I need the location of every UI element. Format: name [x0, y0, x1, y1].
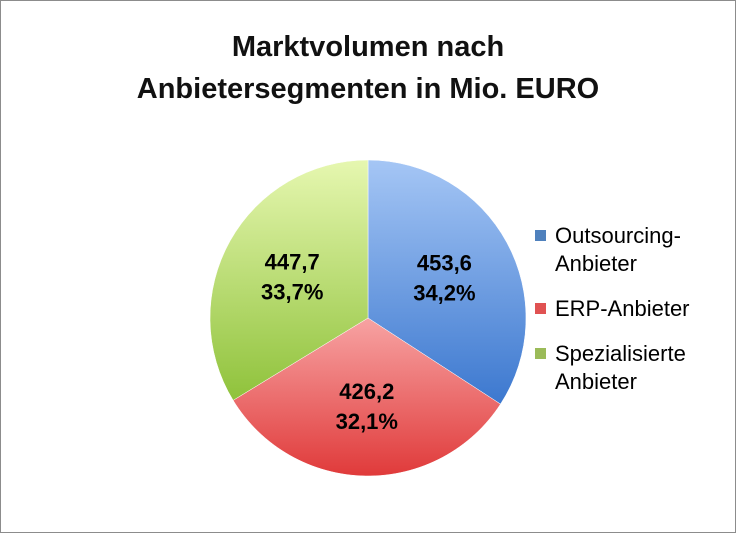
legend-label-spezialisierte: Spezialisierte Anbieter: [555, 341, 686, 394]
pie-slice-spezialisierte: [209, 159, 369, 401]
legend-item-outsourcing: Outsourcing- Anbieter: [535, 222, 735, 278]
legend-item-erp: ERP-Anbieter: [535, 295, 735, 323]
legend-swatch-outsourcing: [535, 230, 546, 241]
pie-slice-outsourcing: [367, 159, 527, 405]
legend-swatch-erp: [535, 303, 546, 314]
chart-legend: Outsourcing- Anbieter ERP-Anbieter Spezi…: [535, 222, 735, 413]
legend-item-spezialisierte: Spezialisierte Anbieter: [535, 340, 735, 396]
slice-value-label-outsourcing: 453,6 34,2%: [413, 251, 475, 306]
slice-value-label-spezialisierte: 447,7 33,7%: [261, 250, 323, 305]
chart-title-line-2: Anbietersegmenten in Mio. EURO: [136, 73, 600, 105]
legend-label-outsourcing: Outsourcing- Anbieter: [555, 223, 681, 276]
legend-swatch-spezialisierte: [535, 348, 546, 359]
slice-value-label-erp: 426,2 32,1%: [336, 379, 398, 434]
pie-slice-erp: [232, 317, 501, 477]
chart-title-line-1: Marktvolumen nach: [231, 31, 505, 63]
legend-label-erp: ERP-Anbieter: [555, 296, 690, 321]
chart-title: Marktvolumen nach Anbietersegmenten in M…: [0, 26, 736, 110]
